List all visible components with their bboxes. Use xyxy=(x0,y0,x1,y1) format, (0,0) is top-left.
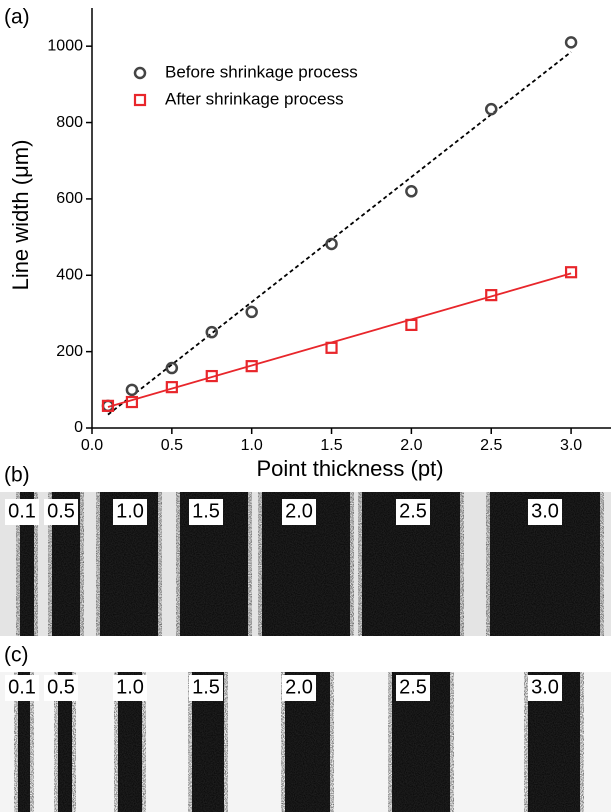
x-tick-label: 2.5 xyxy=(480,437,502,454)
data-point xyxy=(325,237,338,251)
data-point xyxy=(165,381,178,394)
thickness-label: 1.0 xyxy=(116,676,144,698)
thickness-label: 0.5 xyxy=(47,500,75,522)
ink-texture xyxy=(16,492,38,636)
thickness-label: 1.5 xyxy=(192,676,220,698)
y-axis-title: Line width (μm) xyxy=(8,140,33,291)
thickness-label: 2.5 xyxy=(399,500,427,522)
legend-symbol xyxy=(133,66,147,80)
label-box xyxy=(282,499,316,525)
label-box xyxy=(44,675,78,701)
data-point xyxy=(165,361,179,375)
data-point xyxy=(205,369,218,383)
data-point xyxy=(564,36,578,49)
y-tick-label: 200 xyxy=(56,343,83,360)
data-point xyxy=(101,399,115,412)
label-box xyxy=(189,499,223,525)
data-point xyxy=(205,325,219,339)
thickness-label: 0.1 xyxy=(8,500,36,522)
label-box xyxy=(5,499,39,525)
label-box xyxy=(113,675,147,701)
legend-label: Before shrinkage process xyxy=(165,62,358,81)
data-point xyxy=(564,266,578,279)
thickness-label: 2.5 xyxy=(399,676,427,698)
legend-label: After shrinkage process xyxy=(165,89,344,108)
data-point xyxy=(125,383,139,397)
fit-line xyxy=(107,272,572,408)
y-tick-label: 800 xyxy=(56,114,83,131)
label-box xyxy=(528,499,562,525)
thickness-label: 0.5 xyxy=(47,676,75,698)
panel-label: (c) xyxy=(4,644,29,667)
label-box xyxy=(396,675,430,701)
panel-label: (b) xyxy=(4,464,30,487)
label-box xyxy=(396,499,430,525)
thickness-label: 2.0 xyxy=(285,500,313,522)
label-box xyxy=(113,499,147,525)
data-point xyxy=(405,185,418,198)
panel-label: (a) xyxy=(4,6,30,29)
label-box xyxy=(44,499,78,525)
x-axis-title: Point thickness (pt) xyxy=(256,456,443,481)
thickness-label: 2.0 xyxy=(285,676,313,698)
x-tick-label: 3.0 xyxy=(560,437,582,454)
data-point xyxy=(125,395,139,409)
data-point xyxy=(485,289,498,302)
x-tick-label: 1.5 xyxy=(320,437,342,454)
data-point xyxy=(325,341,338,354)
data-point xyxy=(245,305,258,319)
x-tick-label: 2.0 xyxy=(400,437,422,454)
label-box xyxy=(189,675,223,701)
y-tick-label: 0 xyxy=(74,419,83,436)
y-tick-label: 1000 xyxy=(47,37,83,54)
legend-symbol xyxy=(133,93,147,107)
label-box xyxy=(528,675,562,701)
data-point xyxy=(245,360,258,373)
y-tick-label: 600 xyxy=(56,190,83,207)
label-box xyxy=(282,675,316,701)
thickness-label: 3.0 xyxy=(531,676,559,698)
y-tick-label: 400 xyxy=(56,266,83,283)
thickness-label: 0.1 xyxy=(8,676,36,698)
ink-texture xyxy=(14,672,34,812)
thickness-label: 3.0 xyxy=(531,500,559,522)
thickness-label: 1.5 xyxy=(192,500,220,522)
x-tick-label: 0.5 xyxy=(161,437,183,454)
x-tick-label: 1.0 xyxy=(241,437,263,454)
data-point xyxy=(405,318,418,332)
ink-texture xyxy=(54,672,76,812)
data-point xyxy=(484,102,498,116)
x-tick-label: 0.0 xyxy=(81,437,103,454)
label-box xyxy=(5,675,39,701)
thickness-label: 1.0 xyxy=(116,500,144,522)
